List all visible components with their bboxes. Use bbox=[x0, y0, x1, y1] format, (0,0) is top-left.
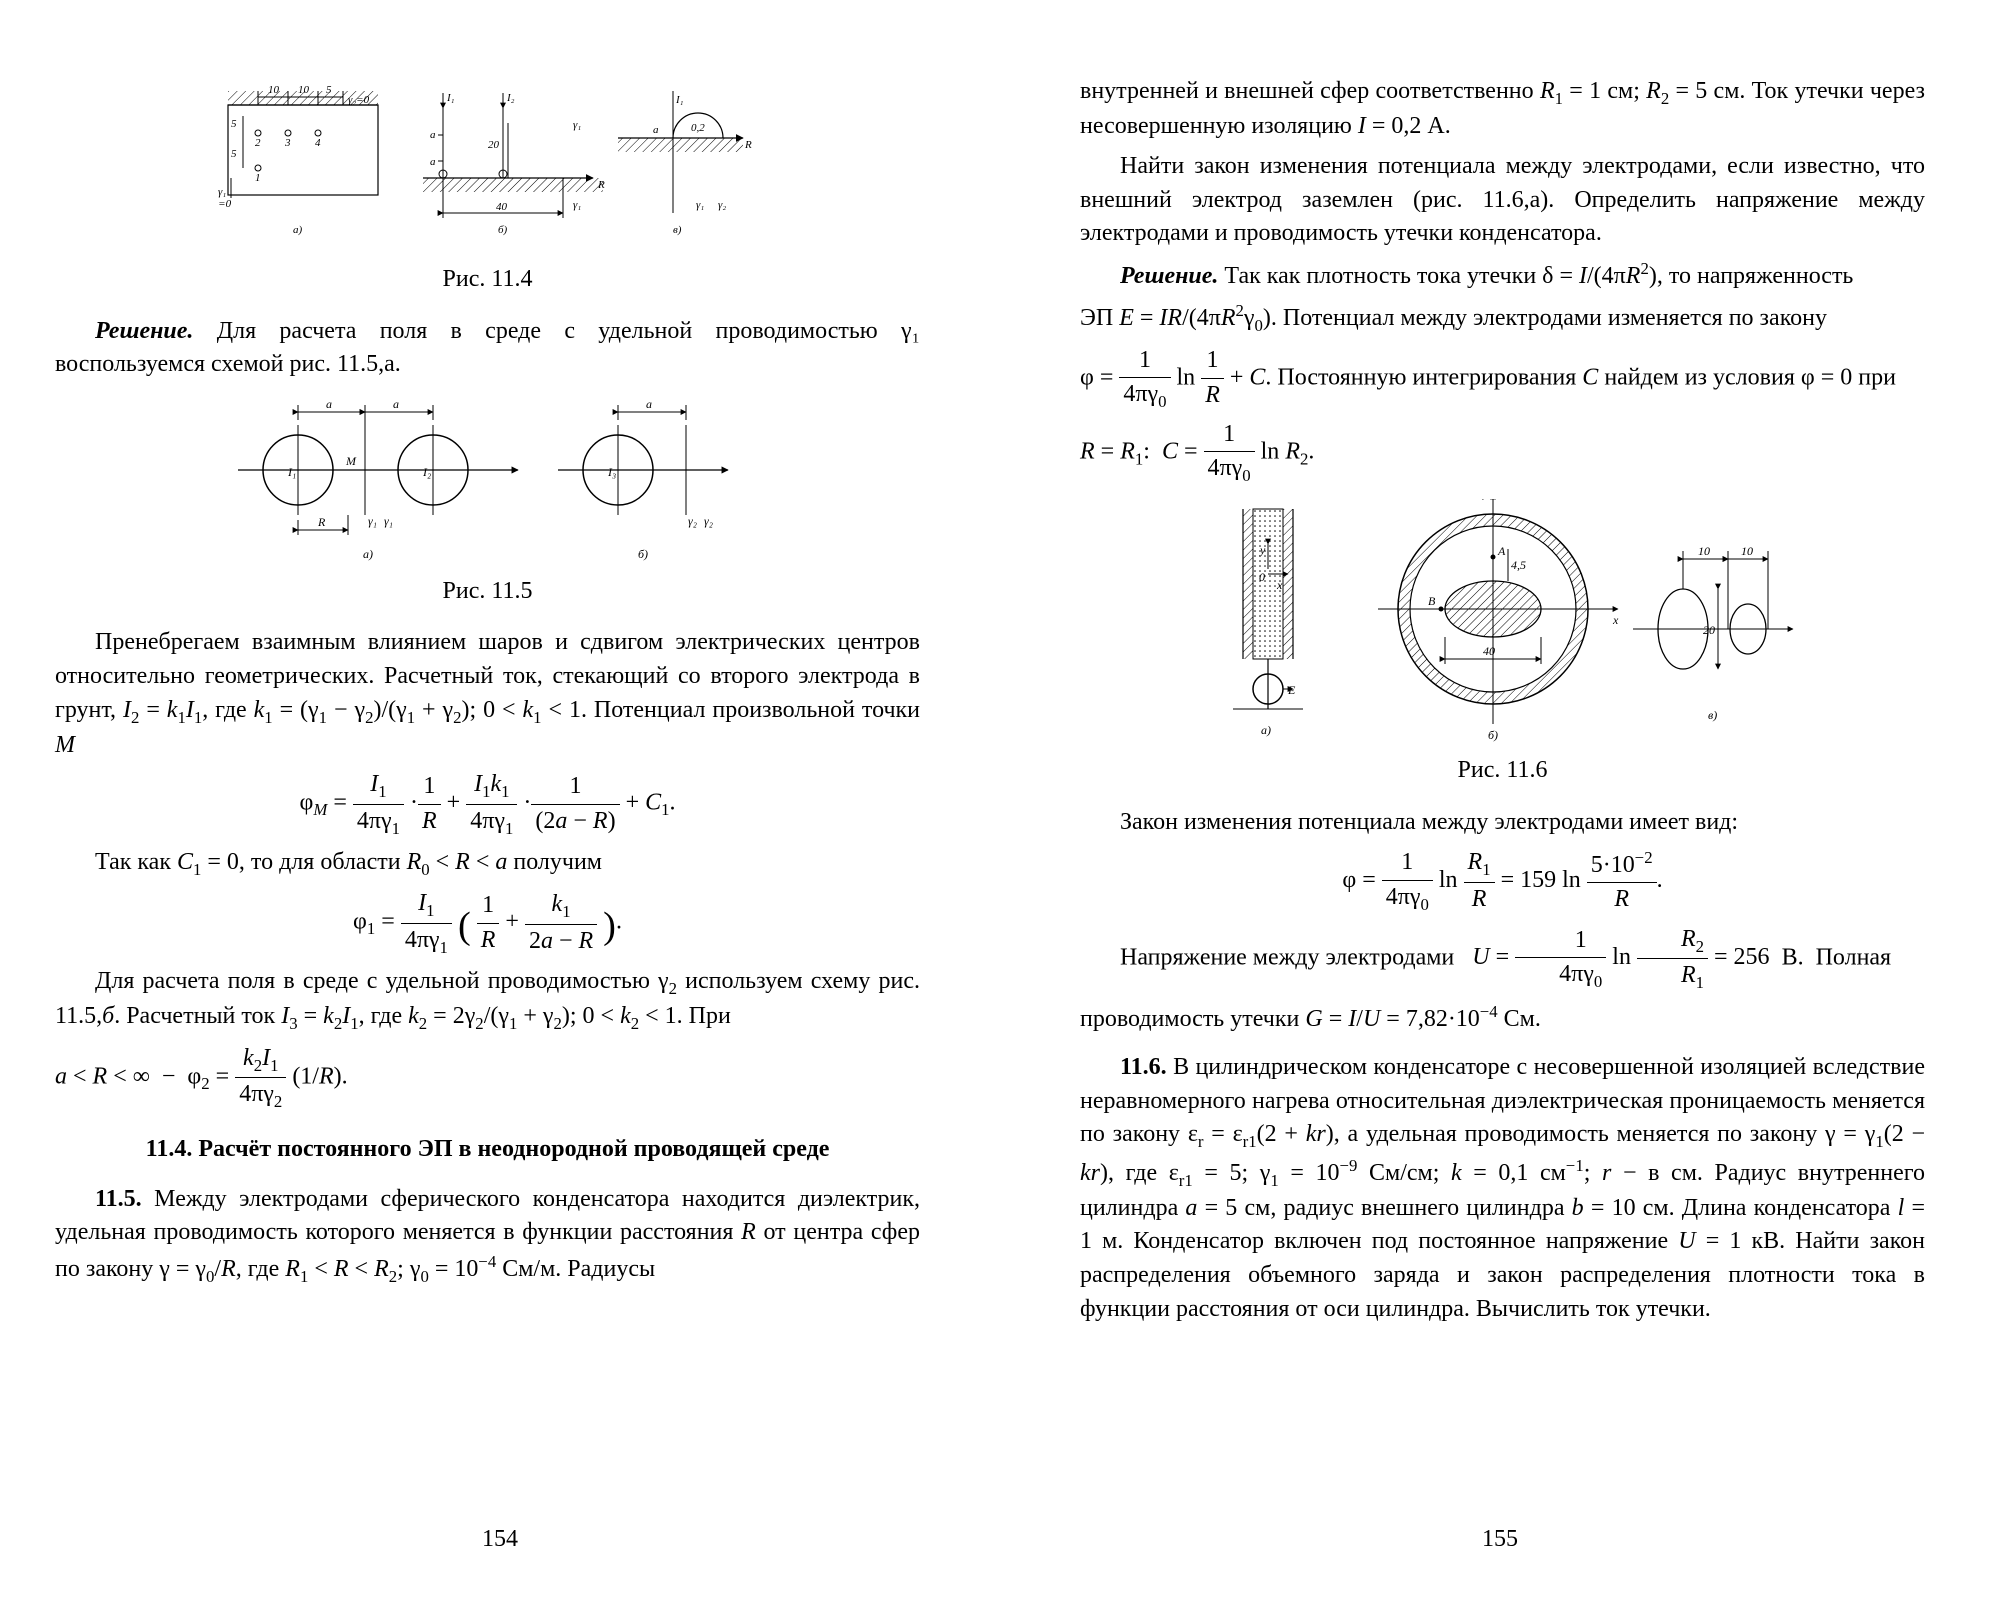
svg-text:3: 3 bbox=[284, 137, 291, 149]
svg-text:M: M bbox=[345, 454, 357, 468]
svg-text:B: B bbox=[1428, 594, 1436, 608]
para-right-3: Решение. Так как плотность тока утечки δ… bbox=[1080, 257, 1925, 294]
svg-text:γ₂: γ₂ bbox=[704, 514, 713, 528]
figure-11-4: 10 10 5 2 3 4 1 5 5 γ₁ γ₂=0 γ₂=0 а) bbox=[55, 83, 920, 253]
svg-text:б): б) bbox=[638, 547, 648, 561]
svg-text:a: a bbox=[646, 397, 652, 411]
svg-text:40: 40 bbox=[1483, 644, 1495, 658]
svg-text:x: x bbox=[1612, 613, 1619, 627]
svg-text:I₃: I₃ bbox=[607, 465, 616, 479]
eq-right-1: φ = 14πγ0 ln 1R + C. Постоянную интегрир… bbox=[1080, 344, 1925, 414]
svg-text:а): а) bbox=[1261, 723, 1271, 737]
svg-text:a: a bbox=[430, 129, 436, 141]
svg-text:a: a bbox=[430, 156, 436, 168]
eq-left-3: a < R < ∞ − φ2 = k2I14πγ2 (1/R). bbox=[55, 1042, 920, 1114]
svg-text:10: 10 bbox=[298, 84, 310, 96]
svg-text:б): б) bbox=[498, 224, 508, 236]
fig-11-5-caption: Рис. 11.5 bbox=[55, 575, 920, 609]
para-left-3: Так как C1 = 0, то для области R0 < R < … bbox=[55, 846, 920, 881]
svg-text:x: x bbox=[1276, 578, 1283, 592]
svg-text:y: y bbox=[1482, 499, 1489, 500]
page-number-left: 154 bbox=[0, 1523, 1000, 1557]
page-number-right: 155 bbox=[1000, 1523, 2000, 1557]
svg-text:I₁: I₁ bbox=[675, 94, 684, 106]
svg-text:в): в) bbox=[1708, 708, 1717, 722]
svg-text:20: 20 bbox=[488, 139, 500, 151]
para-reshenie-1: Решение. Для расчета поля в среде с удел… bbox=[55, 315, 920, 382]
para-right-7: проводимость утечки G = I/U = 7,82·10−4 … bbox=[1080, 1000, 1925, 1037]
svg-text:I₂: I₂ bbox=[422, 465, 431, 479]
svg-text:1: 1 bbox=[255, 172, 261, 184]
svg-text:a: a bbox=[326, 397, 332, 411]
svg-text:E: E bbox=[1287, 683, 1296, 697]
svg-text:0,2: 0,2 bbox=[691, 122, 705, 134]
section-title-11-4: 11.4. Расчёт постоянного ЭП в неоднородн… bbox=[55, 1133, 920, 1167]
eq-left-2: φ1 = I14πγ1 ( 1R + k12a − R ). bbox=[55, 887, 920, 959]
figure-11-6: y 0 x E а) bbox=[1080, 499, 1925, 744]
svg-text:I₂: I₂ bbox=[506, 92, 515, 104]
para-right-1: внутренней и внешней сфер соответственно… bbox=[1080, 75, 1925, 144]
svg-text:4,5: 4,5 bbox=[1511, 558, 1526, 572]
figure-11-5: a a M R I₁ I₂ γ₁ γ₁ а) bbox=[55, 390, 920, 565]
svg-text:R: R bbox=[597, 179, 605, 191]
svg-text:5: 5 bbox=[231, 148, 237, 160]
svg-text:γ₁: γ₁ bbox=[573, 199, 581, 211]
para-left-2: Пренебрегаем взаимным влиянием шаров и с… bbox=[55, 626, 920, 762]
fig-11-4-caption: Рис. 11.4 bbox=[55, 263, 920, 297]
svg-text:10: 10 bbox=[1698, 544, 1710, 558]
svg-text:γ₂: γ₂ bbox=[718, 199, 726, 211]
svg-text:γ₂: γ₂ bbox=[688, 514, 697, 528]
page-right: внутренней и внешней сфер соответственно… bbox=[1000, 0, 2000, 1597]
svg-text:4: 4 bbox=[315, 137, 321, 149]
svg-text:а): а) bbox=[293, 224, 303, 236]
svg-text:y: y bbox=[1259, 543, 1266, 557]
svg-text:γ₁: γ₁ bbox=[218, 186, 226, 198]
para-right-5: Закон изменения потенциала между электро… bbox=[1080, 806, 1925, 840]
para-left-5: 11.5. Между электродами сферического кон… bbox=[55, 1183, 920, 1289]
svg-text:5: 5 bbox=[326, 84, 332, 96]
svg-text:I₁: I₁ bbox=[287, 465, 296, 479]
svg-text:I₁: I₁ bbox=[446, 92, 455, 104]
para-left-4: Для расчета поля в среде с удельной пров… bbox=[55, 965, 920, 1036]
para-right-2: Найти закон изменения потенциала между э… bbox=[1080, 150, 1925, 251]
svg-text:γ₁: γ₁ bbox=[696, 199, 704, 211]
svg-text:40: 40 bbox=[496, 201, 508, 213]
svg-text:γ₂=0: γ₂=0 bbox=[218, 198, 232, 210]
page-left: 10 10 5 2 3 4 1 5 5 γ₁ γ₂=0 γ₂=0 а) bbox=[0, 0, 1000, 1597]
eq-left-1: φM = I14πγ1 ·1R + I1k14πγ1 ·1(2a − R) + … bbox=[55, 768, 920, 840]
eq-right-3: φ = 14πγ0 ln R1R = 159 ln 5·10−2R. bbox=[1080, 846, 1925, 917]
para-right-6: Напряжение между электродами U = 14πγ0 l… bbox=[1080, 923, 1925, 995]
svg-text:γ₁: γ₁ bbox=[573, 119, 581, 131]
svg-text:γ₂=0: γ₂=0 bbox=[348, 94, 370, 106]
svg-text:γ₁: γ₁ bbox=[368, 514, 377, 528]
svg-text:б): б) bbox=[1488, 728, 1498, 742]
svg-text:2: 2 bbox=[255, 137, 261, 149]
svg-text:a: a bbox=[653, 124, 659, 136]
svg-text:5: 5 bbox=[231, 118, 237, 130]
svg-text:R: R bbox=[317, 515, 326, 529]
eq-right-2: R = R1: C = 14πγ0 ln R2. bbox=[1080, 418, 1925, 488]
svg-text:a: a bbox=[393, 397, 399, 411]
svg-text:R: R bbox=[744, 139, 752, 151]
fig-11-6-caption: Рис. 11.6 bbox=[1080, 754, 1925, 788]
svg-text:20: 20 bbox=[1703, 623, 1715, 637]
para-right-4pre: ЭП E = IR/(4πR2γ0). Потенциал между элек… bbox=[1080, 299, 1925, 337]
svg-text:0: 0 bbox=[1259, 570, 1265, 584]
svg-text:а): а) bbox=[363, 547, 373, 561]
svg-text:10: 10 bbox=[1741, 544, 1753, 558]
svg-text:γ₁: γ₁ bbox=[384, 514, 393, 528]
svg-text:10: 10 bbox=[268, 84, 280, 96]
para-right-8: 11.6. В цилиндрическом конденсаторе с не… bbox=[1080, 1051, 1925, 1326]
svg-text:A: A bbox=[1497, 544, 1506, 558]
svg-text:в): в) bbox=[673, 224, 682, 236]
